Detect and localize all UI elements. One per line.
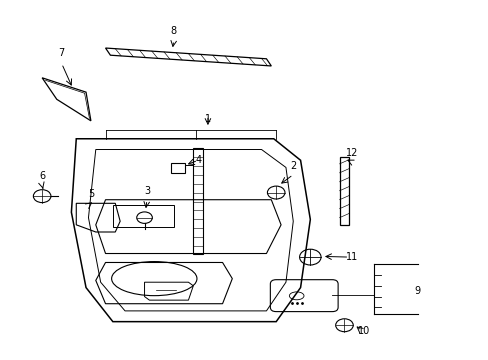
Text: 11: 11	[345, 252, 357, 262]
Text: 10: 10	[357, 325, 369, 336]
Text: 5: 5	[88, 189, 94, 199]
Text: 4: 4	[195, 155, 201, 165]
Text: 1: 1	[204, 114, 210, 124]
Text: 8: 8	[170, 26, 177, 36]
Text: 7: 7	[59, 48, 64, 58]
Text: 2: 2	[289, 161, 296, 171]
Text: 6: 6	[39, 171, 45, 181]
Text: 9: 9	[414, 286, 420, 296]
Text: 3: 3	[143, 186, 150, 196]
Text: 12: 12	[345, 148, 357, 158]
